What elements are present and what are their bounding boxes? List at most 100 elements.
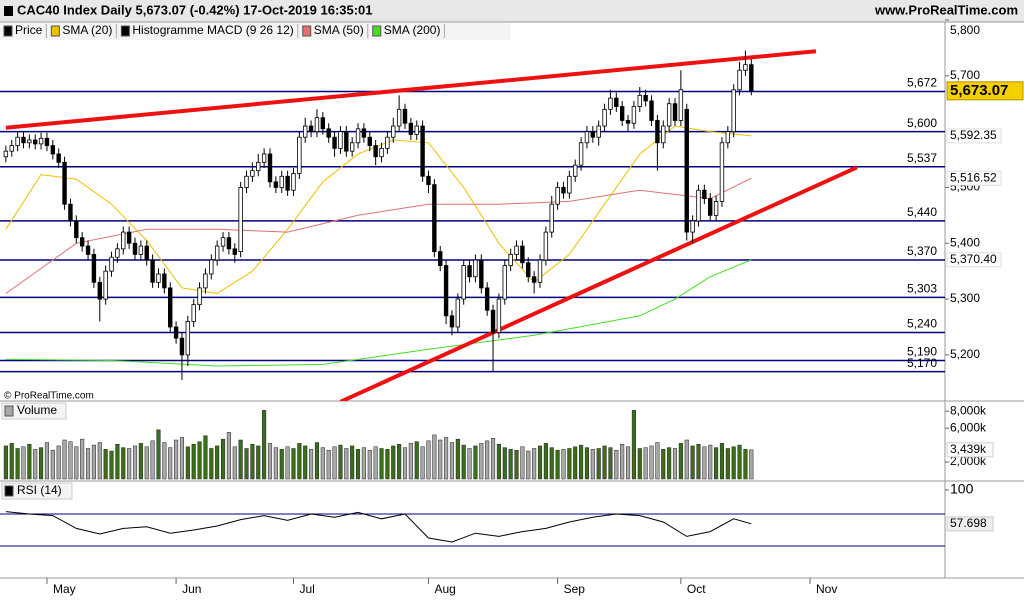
level-label: 5,240 (907, 317, 937, 331)
volume-bar (696, 443, 701, 480)
candle-body (273, 181, 279, 188)
volume-bar (702, 446, 707, 480)
candle-body (267, 153, 273, 183)
volume-bar (438, 439, 443, 480)
y-tick-label: 5,200 (950, 347, 980, 361)
candle-body (303, 125, 308, 138)
candle-body (85, 245, 91, 255)
volume-bar (502, 447, 507, 480)
candle-body (625, 120, 631, 124)
candle-body (602, 108, 607, 127)
candle-body (132, 242, 138, 255)
volume-bar (185, 446, 190, 480)
legend-label: SMA (200) (384, 23, 441, 37)
candle-body (308, 125, 314, 133)
volume-bar (3, 445, 8, 480)
volume-bar (291, 448, 296, 480)
volume-bar (279, 449, 284, 480)
volume-bar (232, 446, 237, 480)
volume-bar (461, 444, 466, 480)
sma-tag-label: 5,370.40 (950, 252, 997, 266)
panel-title: Volume (17, 403, 57, 417)
volume-bar (121, 447, 126, 480)
candle-body (672, 103, 678, 121)
level-label: 5,303 (907, 282, 937, 296)
candle-body (9, 145, 14, 152)
y-tick-label: 8,000k (950, 403, 987, 417)
candle-body (608, 97, 613, 110)
candle-body (414, 125, 419, 135)
candle-body (238, 187, 243, 253)
candle-body (708, 198, 713, 216)
header-icon (4, 6, 13, 16)
volume-bar (643, 447, 648, 480)
candle-body (702, 189, 707, 200)
panel-label-bg (1, 482, 73, 500)
volume-bar (749, 449, 754, 480)
volume-bar (402, 447, 408, 480)
candle-body (385, 136, 390, 149)
x-tick-label: Sep (564, 582, 586, 596)
candle-body (338, 131, 343, 149)
candle-body (555, 187, 560, 205)
candle-body (420, 125, 425, 177)
candle-body (438, 251, 443, 266)
candle-body (326, 128, 331, 138)
candle-body (320, 117, 326, 130)
rsi-tag (946, 516, 994, 532)
price-tag (946, 81, 1024, 101)
candle-body (678, 89, 684, 121)
volume-bar (138, 443, 143, 480)
volume-bar (631, 410, 636, 480)
candle-body (696, 189, 701, 222)
volume-bar (33, 449, 38, 480)
candle-body (508, 254, 513, 266)
x-tick-label: Jun (182, 582, 201, 596)
volume-bar (326, 449, 331, 480)
volume-bar (620, 443, 625, 480)
candle-body (543, 231, 549, 261)
volume-bar (303, 445, 308, 480)
candle-body (426, 175, 431, 186)
volume-bar (596, 448, 601, 480)
level-label: 5,190 (907, 345, 937, 359)
volume-bar (379, 448, 384, 480)
volume-bar (132, 445, 138, 480)
candle-body (455, 298, 461, 328)
volume-bar (332, 446, 337, 480)
volume-bar (608, 447, 613, 480)
header-bar (0, 0, 1024, 22)
candle-body (373, 145, 378, 158)
x-tick-label: May (53, 582, 76, 596)
candle-body (713, 200, 719, 216)
candle-body (690, 220, 695, 233)
candle-body (44, 137, 50, 146)
sma-tag (946, 170, 1002, 186)
volume-bar (273, 447, 278, 480)
volume-bar (144, 446, 149, 480)
candle-body (56, 153, 61, 163)
candle-body (197, 287, 202, 306)
volume-tag-label: 3,439k (950, 442, 987, 456)
sma-tag (946, 252, 1002, 268)
volume-bar (672, 448, 678, 480)
candle-body (549, 203, 554, 233)
sma-line (5, 177, 752, 294)
candle-body (655, 120, 660, 144)
x-tick-label: Nov (816, 582, 837, 596)
candle-body (514, 245, 519, 255)
legend-label: SMA (50) (314, 23, 364, 37)
candle-body (567, 175, 572, 194)
y-tick-label: 5,800 (950, 23, 980, 37)
volume-bar (385, 449, 390, 480)
volume-bar (391, 445, 396, 480)
candle-body (232, 248, 237, 255)
panel-label-bg (1, 402, 67, 420)
candle-body (649, 100, 654, 121)
candle-body (179, 337, 185, 356)
candle-body (614, 97, 619, 107)
y-tick-label: 5,700 (950, 68, 980, 82)
candle-body (214, 245, 220, 261)
trendline (339, 165, 858, 401)
